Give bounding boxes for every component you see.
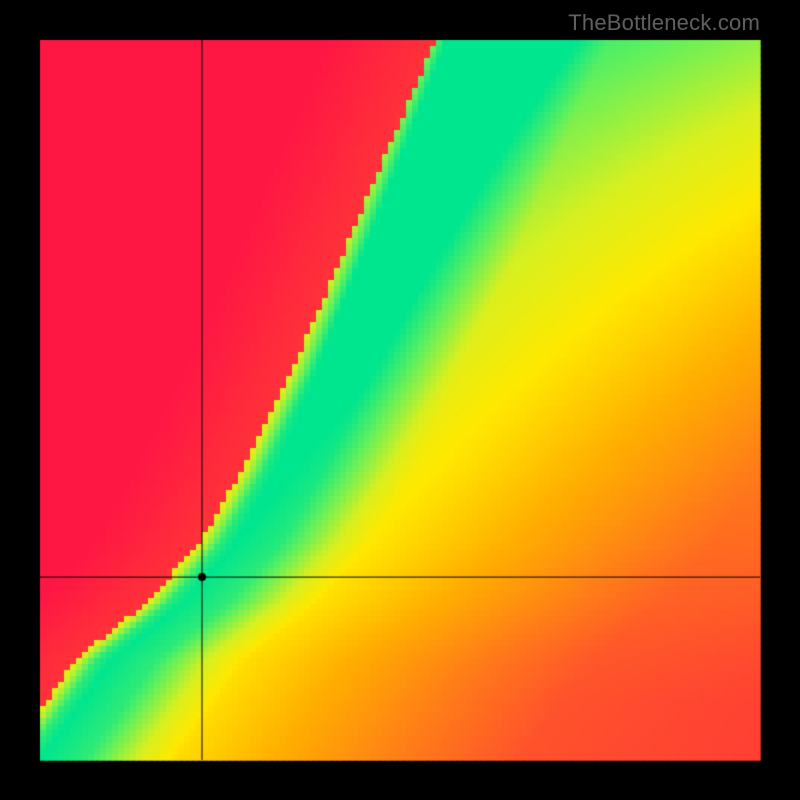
watermark-text: TheBottleneck.com <box>568 10 760 36</box>
bottleneck-heatmap <box>0 0 800 800</box>
